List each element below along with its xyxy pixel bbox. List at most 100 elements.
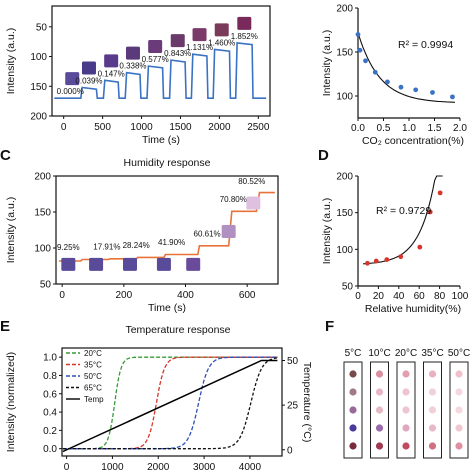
d-y-tick-label: 50: [342, 282, 354, 293]
d-data-point: [365, 260, 370, 266]
f-strip-label: 5°C: [345, 348, 362, 359]
a-y-tick-label: 150: [30, 82, 47, 93]
f-strip-label: 50°C: [448, 348, 470, 359]
f-strip-dot: [402, 406, 410, 414]
d-y-axis-title: Intensity (a.u.): [321, 198, 333, 265]
c-x-tick-label: 400: [177, 290, 194, 301]
b-data-point: [385, 79, 390, 85]
a-x-tick-label: 500: [94, 122, 111, 133]
a-concentration-label: 1.131%: [186, 43, 213, 52]
e-legend-label: 20°C: [84, 349, 102, 358]
e-y2-axis-title: Temperature (°C): [301, 362, 313, 443]
e-legend-label: 50°C: [84, 372, 102, 381]
panel-label-e: E: [0, 318, 10, 335]
b-data-point: [430, 90, 435, 95]
a-x-tick-label: 1500: [169, 122, 192, 133]
d-data-point: [373, 258, 379, 264]
c-chart-title: Humidity response: [124, 157, 211, 169]
e-y-tick-label: 0.8: [43, 371, 57, 382]
panel-f-strips: 5°C 10°C 20°C 35°C 50°C: [343, 348, 470, 459]
d-y-tick-label: 150: [336, 208, 353, 219]
f-strip-dot: [375, 388, 384, 396]
a-color-swatch: [214, 23, 229, 37]
e-y-axis-title: Intensity (normalized): [5, 352, 17, 452]
f-strip-dot: [375, 424, 384, 432]
a-color-swatch: [125, 46, 140, 60]
a-frame: [51, 5, 271, 117]
d-data-point: [417, 244, 423, 250]
c-humidity-label: 80.52%: [238, 177, 265, 186]
b-x-axis-title: CO₂ concentration(%): [362, 135, 464, 147]
e-y-tick-label: 0.6: [43, 389, 57, 400]
b-y-axis-title: Intensity (a.u.): [321, 30, 333, 97]
c-color-swatch: [61, 257, 76, 271]
e-y-tick-label: 0.2: [43, 426, 57, 437]
f-strip-dot: [349, 406, 357, 414]
f-strip-dot: [455, 442, 463, 450]
a-y-tick-label: 50: [36, 22, 48, 33]
a-y-tick-label: 100: [30, 52, 47, 63]
c-y-tick-label: 100: [34, 244, 51, 255]
f-strip-dot: [402, 370, 410, 378]
f-strip-dot: [402, 424, 410, 432]
b-x-tick-label: 0.5: [377, 123, 391, 134]
panel-label-d: D: [318, 147, 329, 164]
b-y-tick-label: 100: [336, 92, 353, 103]
c-humidity-label: 70.80%: [220, 195, 247, 204]
c-humidity-label: 60.61%: [194, 229, 221, 238]
d-fit-label: R² = 0.9729: [376, 205, 431, 217]
b-x-tick-label: 2.0: [453, 123, 467, 134]
f-strip-dot: [455, 370, 463, 378]
f-strip-dot: [428, 406, 437, 414]
b-data-point: [357, 47, 363, 53]
a-color-swatch: [170, 34, 185, 48]
e-legend-label: Temp: [84, 395, 104, 404]
d-y-tick-label: 200: [336, 172, 353, 183]
c-y-tick-label: 200: [34, 172, 51, 183]
d-data-point: [437, 190, 443, 196]
f-strip-dot: [402, 388, 410, 396]
f-strip-dot: [455, 406, 463, 414]
e-x-tick-label: 0: [64, 462, 70, 473]
a-x-tick-label: 1000: [130, 122, 153, 133]
a-concentration-label: 0.039%: [75, 76, 102, 85]
c-y-tick-label: 150: [34, 208, 51, 219]
f-strip-dot: [428, 424, 437, 432]
f-strip-dot: [349, 424, 357, 432]
a-x-tick-label: 2000: [208, 122, 231, 133]
a-concentration-label: 0.577%: [142, 55, 169, 64]
b-x-tick-label: 1.5: [428, 123, 442, 134]
f-strip-dot: [428, 442, 437, 450]
a-concentration-label: 0.338%: [119, 62, 146, 71]
c-humidity-label: 17.91%: [93, 242, 120, 251]
e-y-tick-label: 0.4: [43, 408, 57, 419]
panel-b-plot: 0.0 0.5 1.0 1.5 2.0 100 150 200 CO₂ concentratio…: [321, 4, 467, 148]
b-fit-curve: [357, 32, 455, 103]
f-strip-dot: [349, 388, 357, 396]
d-x-tick-label: 40: [393, 291, 405, 302]
e-y2-tick-label: 0: [287, 445, 293, 456]
a-series-line: [54, 42, 267, 99]
b-y-tick-label: 150: [336, 48, 353, 59]
c-y-axis-title: Intensity (a.u.): [5, 197, 17, 264]
a-concentration-label: 0.843%: [164, 49, 191, 58]
f-strip-dot: [428, 388, 437, 396]
e-y2-tick-label: 50: [287, 356, 299, 367]
panel-a-plot: 0 500 1000 1500 2000 2500 50 100 150 200 Time (s) I…: [5, 5, 271, 146]
e-series-line-4: [62, 357, 278, 450]
b-x-tick-label: 0.0: [351, 123, 365, 134]
panel-label-c: C: [0, 147, 11, 164]
b-data-point: [355, 32, 361, 37]
d-x-tick-label: 0: [355, 291, 361, 302]
d-data-point: [427, 209, 433, 215]
a-concentration-label: 1.852%: [231, 32, 258, 41]
b-x-tick-label: 1.0: [402, 123, 416, 134]
a-y-tick-label: 200: [30, 112, 47, 123]
panel-c-plot: Humidity response 0 200 400 600 50 100 150 200 Ti…: [5, 157, 279, 314]
a-concentration-label: 0.147%: [98, 69, 125, 78]
b-fit-label: R² = 0.9994: [398, 39, 453, 51]
f-strip-dot: [455, 424, 463, 432]
f-strip-dot: [349, 370, 357, 378]
f-strip-dot: [349, 442, 357, 450]
d-data-point: [398, 254, 404, 260]
